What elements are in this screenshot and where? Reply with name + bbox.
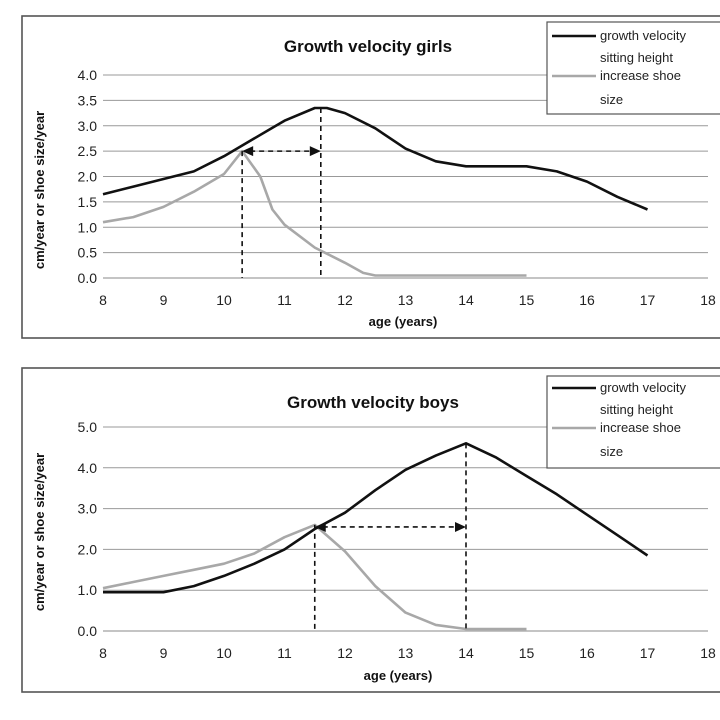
- x-tick-label: 13: [398, 645, 414, 661]
- x-axis-title: age (years): [364, 668, 433, 683]
- series-group: [102, 442, 649, 631]
- x-tick-label: 11: [277, 645, 292, 661]
- y-axis-title: cm/year or shoe size/year: [32, 453, 47, 611]
- chart-title: Growth velocity boys: [287, 393, 459, 412]
- legend: growth velocity sitting height increase …: [546, 375, 720, 469]
- legend-label-line1: growth velocity: [600, 28, 686, 43]
- legend-label-line3: increase shoe: [600, 420, 681, 435]
- x-tick-label: 10: [216, 645, 232, 661]
- x-tick-label: 18: [700, 645, 716, 661]
- y-tick-label: 4.0: [78, 460, 98, 476]
- x-tick-label: 16: [579, 645, 595, 661]
- y-axis-title: cm/year or shoe size/year: [32, 111, 47, 269]
- y-tick-label: 1.0: [78, 219, 98, 235]
- y-tick-label: 3.0: [78, 118, 98, 134]
- y-tick-label: 1.0: [78, 582, 98, 598]
- x-tick-label: 10: [216, 292, 232, 308]
- chart-frame: [21, 15, 720, 339]
- arrowhead-right: [455, 521, 466, 532]
- y-tick-label: 2.0: [78, 541, 98, 557]
- chart-frame: [21, 367, 720, 693]
- legend-label-line2: sitting height: [600, 402, 673, 417]
- arrowhead-left: [242, 146, 254, 157]
- legend-label-line2: sitting height: [600, 50, 673, 65]
- x-tick-label: 12: [337, 645, 353, 661]
- y-tick-label: 3.0: [78, 501, 98, 517]
- x-tick-label: 13: [398, 292, 414, 308]
- x-tick-label: 9: [160, 292, 168, 308]
- x-axis-title: age (years): [369, 314, 438, 329]
- legend-label-line4: size: [600, 92, 623, 107]
- chart-girls-svg: Growth velocity girls 0.0 0.5 1.0 1.5 2.0 2.5…: [21, 15, 720, 339]
- y-tick-label: 0.0: [78, 270, 98, 286]
- legend-box: [546, 375, 720, 469]
- chart-girls: Growth velocity girls 0.0 0.5 1.0 1.5 2.0 2.5…: [21, 15, 720, 339]
- x-tick-label: 12: [337, 292, 353, 308]
- x-tick-label: 11: [277, 292, 292, 308]
- y-tick-label: 2.0: [78, 169, 98, 185]
- legend-label-line3: increase shoe: [600, 68, 681, 83]
- y-tick-label: 0.0: [78, 623, 98, 639]
- legend-label-line4: size: [600, 444, 623, 459]
- y-tick-label: 3.5: [78, 92, 98, 108]
- chart-boys: Growth velocity boys 0.0 1.0 2.0 3.0 4.0 5.0 8…: [0, 360, 720, 720]
- series-line-sitting-height: [103, 442, 649, 594]
- y-tick-label: 2.5: [78, 143, 98, 159]
- series-line-sitting-height: [102, 106, 649, 211]
- x-tick-label: 17: [640, 645, 656, 661]
- legend: growth velocity sitting height increase …: [546, 21, 720, 115]
- y-tick-label: 1.5: [78, 194, 98, 210]
- tick-labels: 0.0 1.0 2.0 3.0 4.0 5.0 8 9 10 11 12 13 14 15 16 17 18: [78, 419, 716, 661]
- x-tick-label: 17: [640, 292, 656, 308]
- annotation-arrow: [241, 107, 322, 278]
- legend-label-line1: growth velocity: [600, 380, 686, 395]
- annotation-arrow: [313, 443, 467, 631]
- legend-box: [546, 21, 720, 115]
- series-line-shoe-size: [102, 523, 527, 631]
- arrowhead-left: [314, 521, 326, 532]
- x-tick-label: 9: [160, 645, 168, 661]
- x-tick-label: 15: [519, 645, 535, 661]
- y-tick-label: 4.0: [78, 67, 98, 83]
- x-tick-label: 14: [458, 292, 474, 308]
- arrowhead-right: [309, 146, 321, 157]
- y-tick-label: 0.5: [78, 245, 98, 261]
- series-line-shoe-size: [102, 149, 527, 277]
- x-tick-label: 16: [579, 292, 595, 308]
- x-tick-label: 18: [700, 292, 716, 308]
- x-tick-label: 15: [519, 292, 535, 308]
- series-group: [102, 106, 649, 277]
- x-tick-label: 8: [99, 292, 107, 308]
- x-tick-label: 14: [458, 645, 474, 661]
- y-tick-label: 5.0: [78, 419, 98, 435]
- x-tick-label: 8: [99, 645, 107, 661]
- chart-title: Growth velocity girls: [284, 37, 452, 56]
- chart-boys-svg: Growth velocity boys 0.0 1.0 2.0 3.0 4.0 5.0 8…: [21, 367, 720, 693]
- tick-labels: 0.0 0.5 1.0 1.5 2.0 2.5 3.0 3.5 4.0 8 9 10 11 12 13 14 1…: [78, 67, 716, 308]
